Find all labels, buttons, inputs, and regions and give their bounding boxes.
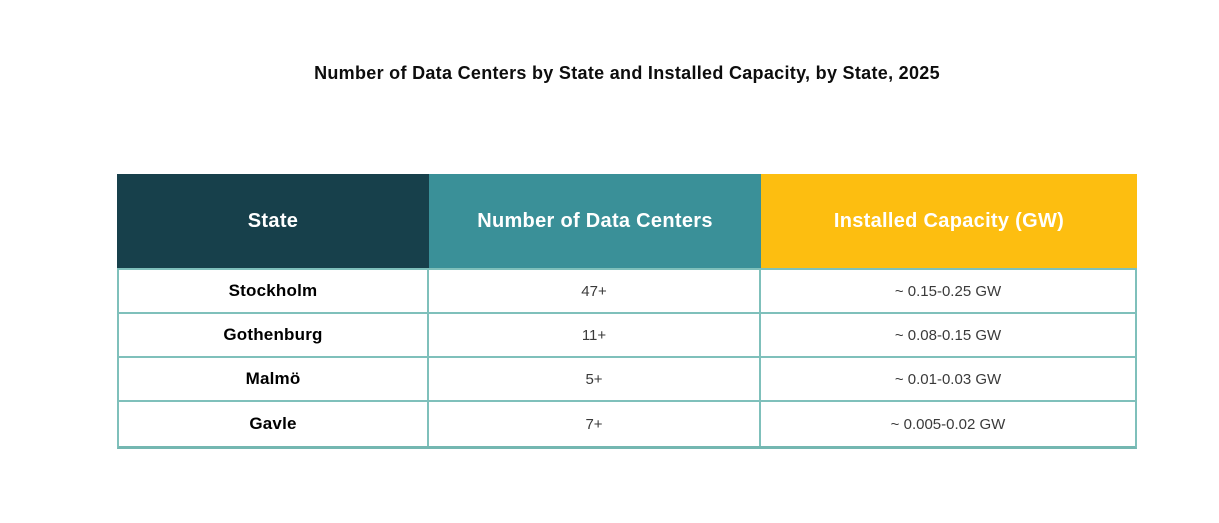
column-header-data-centers: Number of Data Centers — [429, 174, 761, 268]
table-header-row: State Number of Data Centers Installed C… — [117, 174, 1137, 268]
column-header-state: State — [117, 174, 429, 268]
cell-capacity: ~ 0.08-0.15 GW — [761, 314, 1135, 356]
cell-state: Stockholm — [119, 270, 429, 312]
cell-capacity: ~ 0.005-0.02 GW — [761, 402, 1135, 446]
cell-state: Malmö — [119, 358, 429, 400]
table-row: Stockholm 47+ ~ 0.15-0.25 GW — [119, 270, 1135, 314]
cell-capacity: ~ 0.01-0.03 GW — [761, 358, 1135, 400]
table-body: Stockholm 47+ ~ 0.15-0.25 GW Gothenburg … — [117, 268, 1137, 449]
table-row: Gothenburg 11+ ~ 0.08-0.15 GW — [119, 314, 1135, 358]
cell-state: Gavle — [119, 402, 429, 446]
cell-state: Gothenburg — [119, 314, 429, 356]
table-row: Malmö 5+ ~ 0.01-0.03 GW — [119, 358, 1135, 402]
cell-count: 7+ — [429, 402, 761, 446]
cell-count: 47+ — [429, 270, 761, 312]
chart-title: Number of Data Centers by State and Inst… — [314, 63, 940, 83]
column-header-installed-capacity: Installed Capacity (GW) — [761, 174, 1137, 268]
cell-count: 11+ — [429, 314, 761, 356]
cell-count: 5+ — [429, 358, 761, 400]
data-table: State Number of Data Centers Installed C… — [117, 174, 1137, 449]
table-row: Gavle 7+ ~ 0.005-0.02 GW — [119, 402, 1135, 446]
cell-capacity: ~ 0.15-0.25 GW — [761, 270, 1135, 312]
